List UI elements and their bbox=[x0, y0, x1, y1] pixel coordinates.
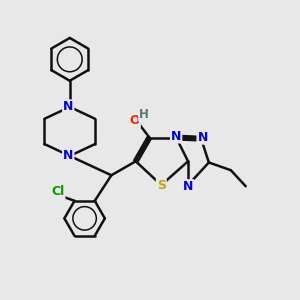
Text: N: N bbox=[63, 149, 74, 162]
Text: N: N bbox=[63, 100, 74, 113]
Text: Cl: Cl bbox=[51, 185, 64, 198]
Text: H: H bbox=[139, 108, 149, 121]
Text: S: S bbox=[157, 178, 166, 192]
Text: N: N bbox=[197, 131, 208, 144]
Text: N: N bbox=[183, 180, 193, 193]
Text: O: O bbox=[129, 114, 140, 128]
Text: N: N bbox=[171, 130, 181, 142]
